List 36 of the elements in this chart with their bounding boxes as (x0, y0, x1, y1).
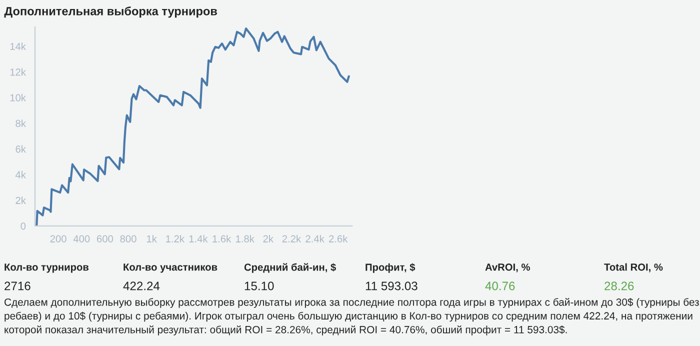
line-series (35, 27, 350, 226)
x-tick-label: 1.6k (212, 234, 232, 242)
x-tick-label: 2.2k (282, 234, 302, 242)
text: 422.24 (123, 282, 160, 290)
text: 40.76 (485, 282, 515, 290)
text: 15.10 (244, 282, 274, 290)
x-tick-label: 2k (263, 234, 274, 242)
x-tick-label: 1k (147, 234, 157, 242)
x-tick-label: 1.8k (236, 234, 254, 242)
x-tick-label: 800 (120, 235, 136, 242)
chart-title: Дополнительная выборка турниров (4, 6, 217, 18)
text: Кол-во турниров (4, 264, 89, 273)
x-tick-label: 2.4k (306, 234, 324, 242)
y-tick-label: 10k (10, 94, 26, 102)
x-tick-label: 600 (97, 235, 114, 242)
x-tick-label: 400 (73, 235, 90, 242)
x-tick-label: 2.6k (329, 234, 348, 242)
y-tick-label: 2k (16, 196, 26, 204)
text: 28.26 (604, 282, 634, 290)
y-tick-label: 8k (16, 120, 26, 128)
x-tick-label: 1.4k (189, 234, 208, 242)
text: Средний бай-ин, $ (244, 263, 336, 273)
x-tick-label: 200 (50, 235, 66, 242)
y-tick-label: 14k (10, 42, 26, 50)
y-tick-label: 0 (20, 222, 26, 230)
text: Сделаем дополнительную выборку рассмотрев результаты игрока за последние полтора года игры в турнирах с бай-ином до 30$ (турниры без ребаев) и до 10$ (турниры с ребаями). Игрок отыграл очень большую дистанцию в Кол-во турниров со средним полем 422.24, на протяжении которой показал значительный результат: общий ROI = 28.26%, средний ROI = 40.76%, обший профит = 11 593.03$. (4, 298, 699, 336)
x-tick-label: 1.2k (166, 234, 184, 242)
text: 11 593.03 (366, 282, 418, 290)
text: AvROI, % (485, 264, 530, 272)
text: Профит, $ (366, 263, 416, 273)
text: 2716 (4, 282, 30, 290)
text: Кол-во участников (124, 264, 218, 273)
text: Total ROI, % (604, 263, 663, 272)
y-tick-label: 12k (10, 68, 26, 76)
y-tick-label: 6k (16, 145, 26, 153)
y-tick-label: 4k (15, 170, 26, 178)
